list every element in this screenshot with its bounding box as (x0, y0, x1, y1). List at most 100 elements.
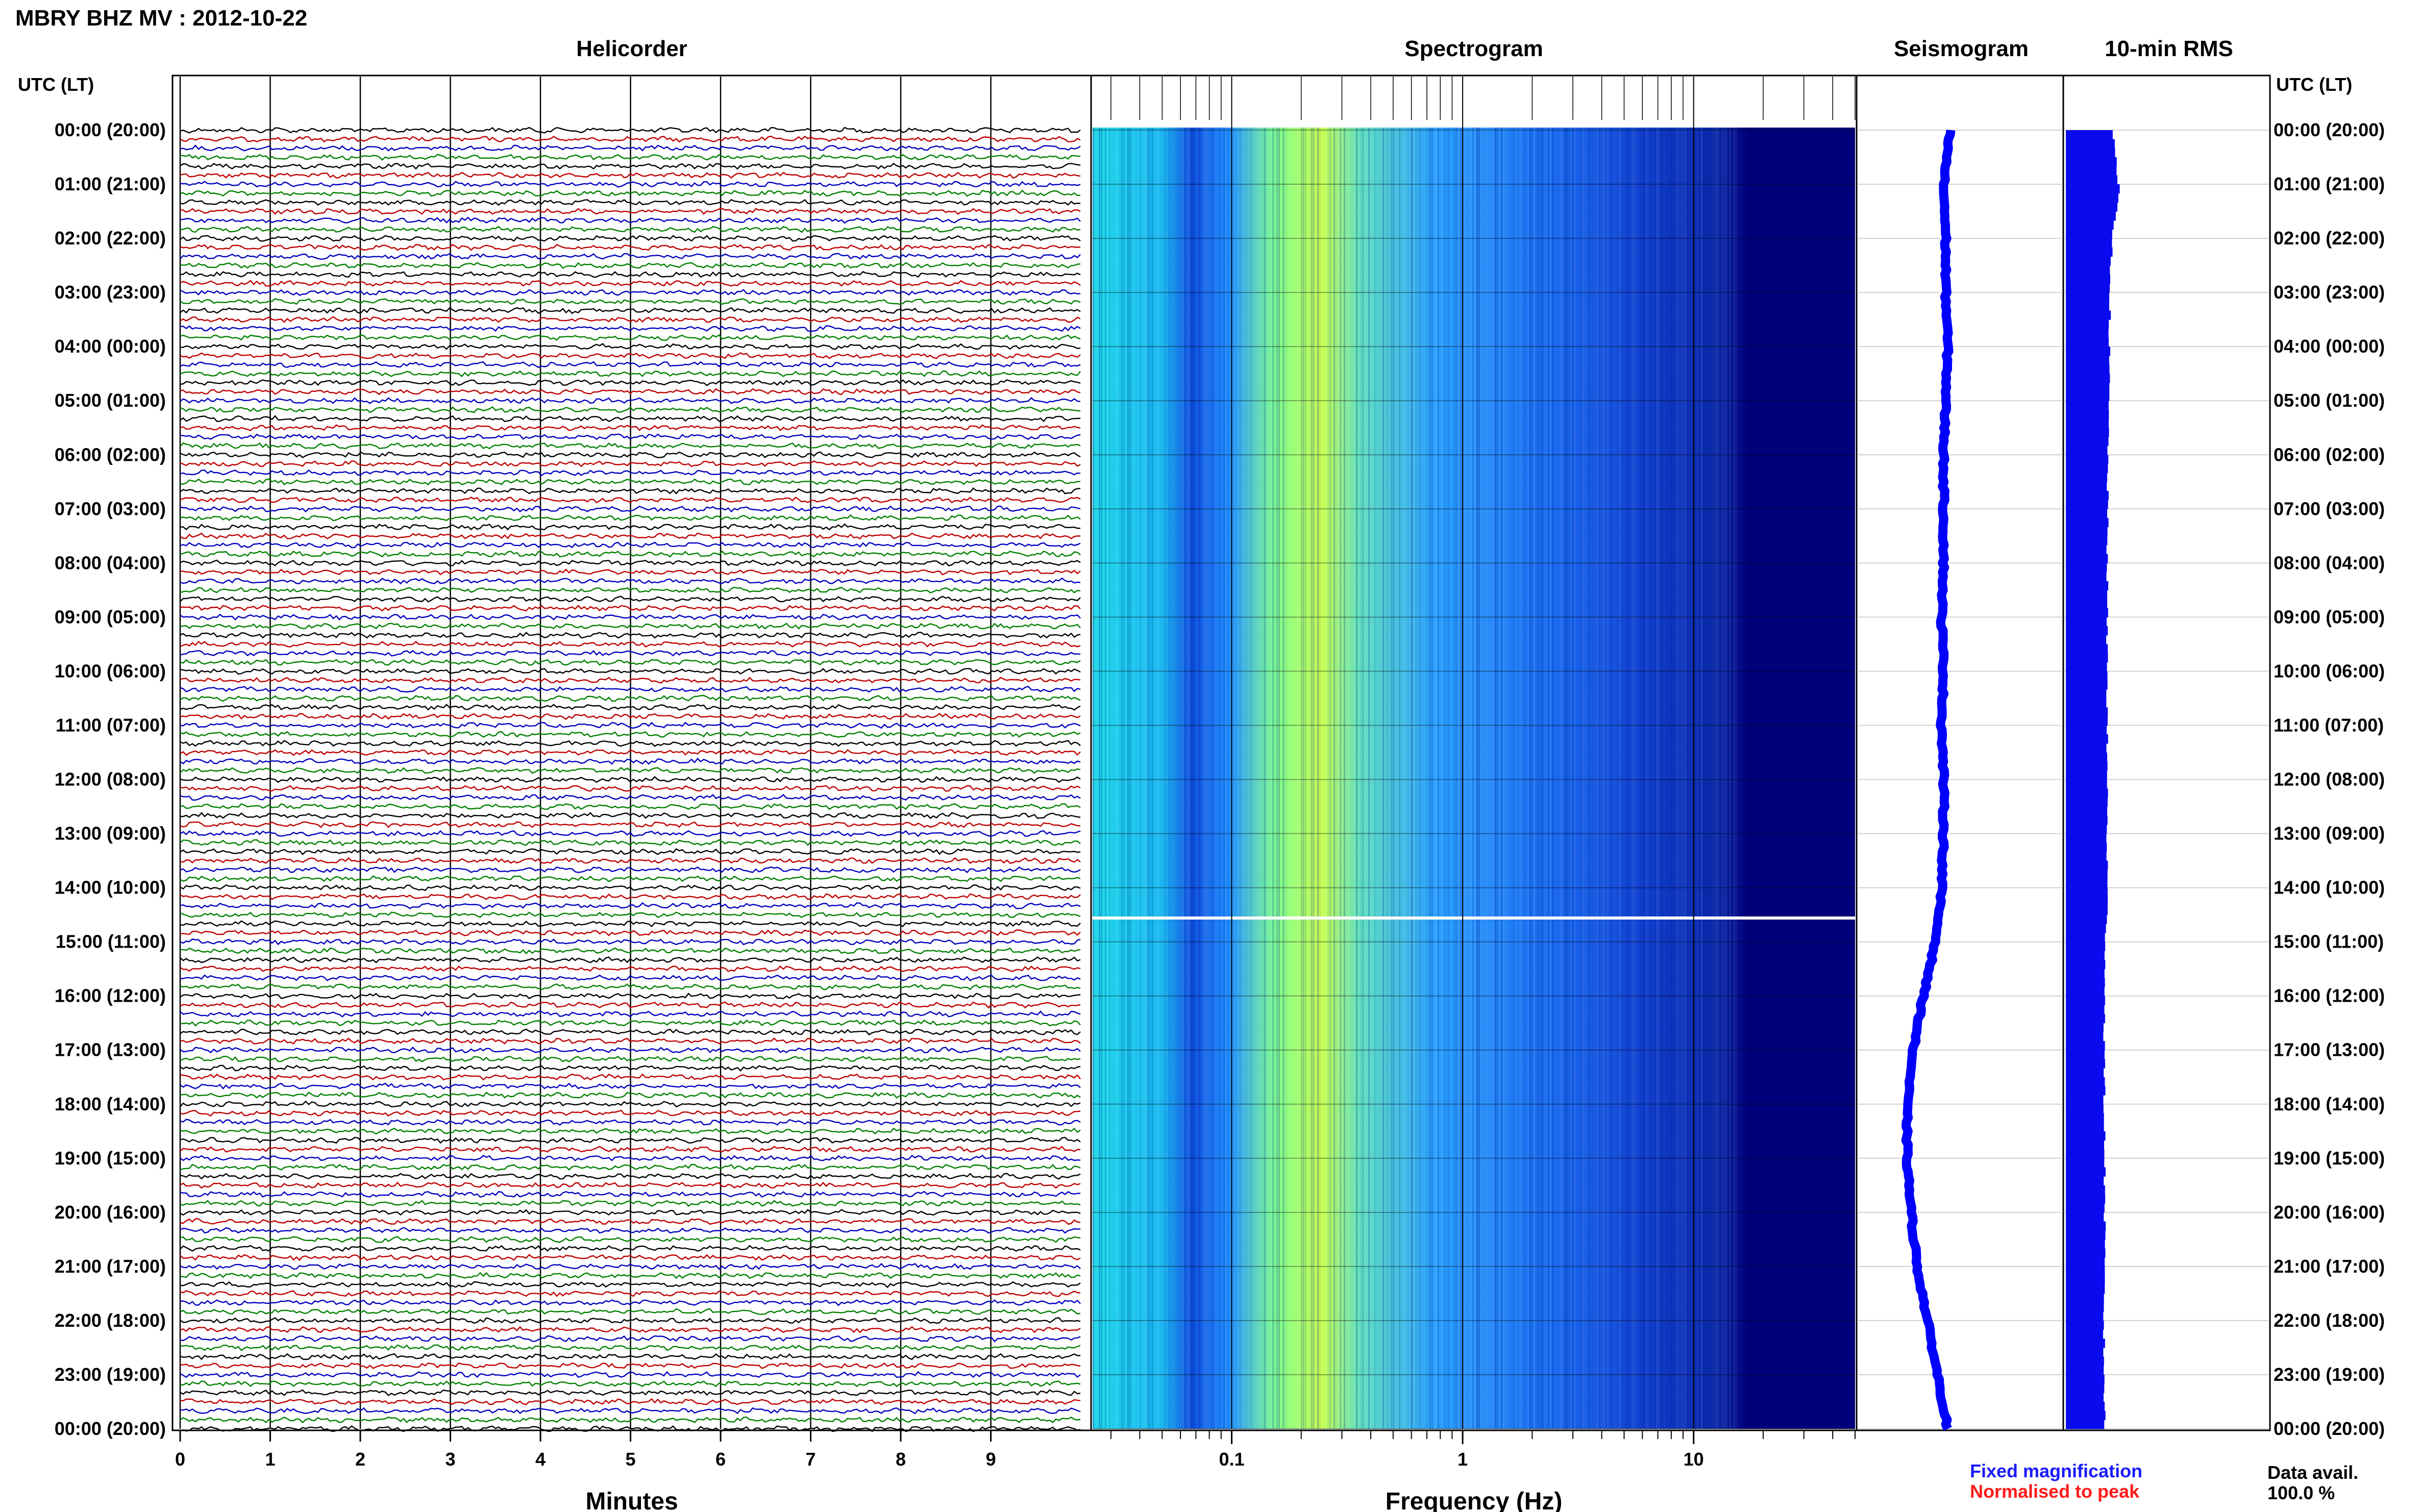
rms-bar (2066, 1375, 2105, 1384)
spectrogram-stripe (1666, 128, 1668, 1429)
helicorder-trace-line (180, 974, 1081, 982)
spectrogram-stripe (1407, 128, 1409, 1429)
rms-bar (2066, 1221, 2106, 1231)
helicorder-trace-line (180, 280, 1081, 287)
spectrogram-stripe (1587, 128, 1588, 1429)
hour-label: 04:00 (00:00) (2274, 336, 2385, 357)
rms-bar (2066, 761, 2108, 771)
helicorder-trace-line (180, 135, 1081, 143)
helicorder-trace-line (180, 677, 1081, 684)
helicorder-trace-line (180, 749, 1081, 756)
spectrogram-stripe (1478, 128, 1480, 1429)
spectrogram-stripe (1252, 128, 1253, 1429)
spectrogram-stripe (1576, 128, 1578, 1429)
rms-bar (2066, 1420, 2105, 1429)
rms-bar (2066, 1275, 2105, 1285)
rms-bar (2066, 870, 2108, 879)
spectrogram-stripe (1138, 128, 1139, 1429)
spectrogram-stripe (1321, 128, 1323, 1429)
spectrogram-stripe (1658, 128, 1660, 1429)
helicorder-trace-line (180, 181, 1081, 188)
helicorder-trace-line (180, 640, 1081, 648)
helicorder-trace-line (180, 433, 1081, 440)
hour-label: 05:00 (01:00) (2274, 390, 2385, 411)
spectrogram-xlabel: Frequency (Hz) (1386, 1488, 1563, 1512)
spectrogram-stripe (1395, 128, 1396, 1429)
rms-bar (2066, 987, 2105, 997)
hour-label: 02:00 (22:00) (55, 228, 166, 249)
rms-bar (2066, 220, 2114, 230)
hour-label: 18:00 (14:00) (2274, 1094, 2385, 1114)
helicorder-trace-line (180, 911, 1081, 919)
rms-bar (2066, 1086, 2106, 1096)
spectrogram-stripe (1525, 128, 1527, 1429)
hour-label: 03:00 (23:00) (55, 282, 166, 303)
helicorder-trace-line (180, 731, 1081, 738)
rms-bar (2066, 653, 2108, 663)
spectrogram-stripe (1285, 128, 1286, 1429)
rms-bar (2066, 455, 2109, 464)
rms-bar (2066, 951, 2105, 960)
spectrogram-stripe (1385, 128, 1386, 1429)
spectrogram-heatmap (1093, 128, 1855, 1429)
seismogram-frame (1856, 75, 2064, 1431)
spectrogram-stripe (1730, 128, 1731, 1429)
spectrogram-stripe (1219, 128, 1221, 1429)
spectrogram-stripe (1242, 128, 1243, 1429)
spectrogram-stripe (1260, 128, 1262, 1429)
helicorder-trace-line (180, 388, 1081, 395)
helicorder-trace-line (180, 262, 1081, 269)
spectrogram-stripe (1146, 128, 1147, 1429)
helicorder-trace-line (180, 1037, 1081, 1045)
spectrogram-stripe (1723, 128, 1725, 1429)
spectrogram-stripe (1601, 128, 1602, 1429)
spectrogram-stripe (1636, 128, 1637, 1429)
spectrogram-stripe (1187, 128, 1188, 1429)
rms-bar (2066, 509, 2107, 518)
helicorder-trace-line (180, 352, 1081, 359)
helicorder-trace-line (180, 613, 1081, 621)
spectrogram-stripe (1627, 128, 1629, 1429)
frequency-tick-label: 10 (1684, 1449, 1704, 1470)
spectrogram-stripe (1415, 128, 1417, 1429)
rms-bar (2066, 608, 2108, 617)
spectrogram-stripe (1170, 128, 1172, 1429)
helicorder-trace-line (180, 757, 1081, 765)
spectrogram-stripe (1125, 128, 1127, 1429)
helicorder-trace-line (180, 189, 1081, 197)
rms-bar (2066, 752, 2107, 762)
rms-bar (2066, 265, 2110, 275)
spectrogram-stripe (1446, 128, 1447, 1429)
spectrogram-stripe (1501, 128, 1502, 1429)
rms-bar (2066, 1176, 2104, 1186)
helicorder-trace-line (180, 631, 1081, 639)
rms-bar (2066, 779, 2107, 789)
helicorder-trace-line (180, 794, 1081, 801)
data-avail-value: 100.0 % (2267, 1482, 2335, 1503)
spectrogram-stripe (1378, 128, 1380, 1429)
spectrogram-stripe (1189, 128, 1190, 1429)
rms-bar (2066, 1284, 2105, 1294)
rms-bar (2066, 473, 2107, 482)
rms-bar (2066, 969, 2105, 978)
helicorder-trace-line (180, 776, 1081, 783)
spectrogram-stripe (1480, 128, 1482, 1429)
spectrogram-stripe (1201, 128, 1202, 1429)
helicorder-trace-line (180, 171, 1081, 179)
spectrogram-stripe (1540, 128, 1541, 1429)
helicorder-trace-line (180, 920, 1081, 927)
rms-bar (2066, 671, 2108, 681)
spectrogram-stripe (1511, 128, 1513, 1429)
helicorder-trace-line (180, 704, 1081, 711)
spectrogram-stripe (1664, 128, 1666, 1429)
spectrogram-stripe (1650, 128, 1651, 1429)
hour-label: 07:00 (03:00) (55, 498, 166, 519)
rms-bar (2066, 211, 2116, 221)
helicorder-trace-line (180, 343, 1081, 350)
hour-label: 19:00 (15:00) (2274, 1148, 2385, 1169)
hour-label: 22:00 (18:00) (2274, 1310, 2385, 1331)
rms-title: 10-min RMS (2105, 36, 2233, 61)
spectrogram-stripe (1313, 128, 1315, 1429)
rms-bar (2066, 1302, 2104, 1312)
spectrogram-stripe (1352, 128, 1353, 1429)
